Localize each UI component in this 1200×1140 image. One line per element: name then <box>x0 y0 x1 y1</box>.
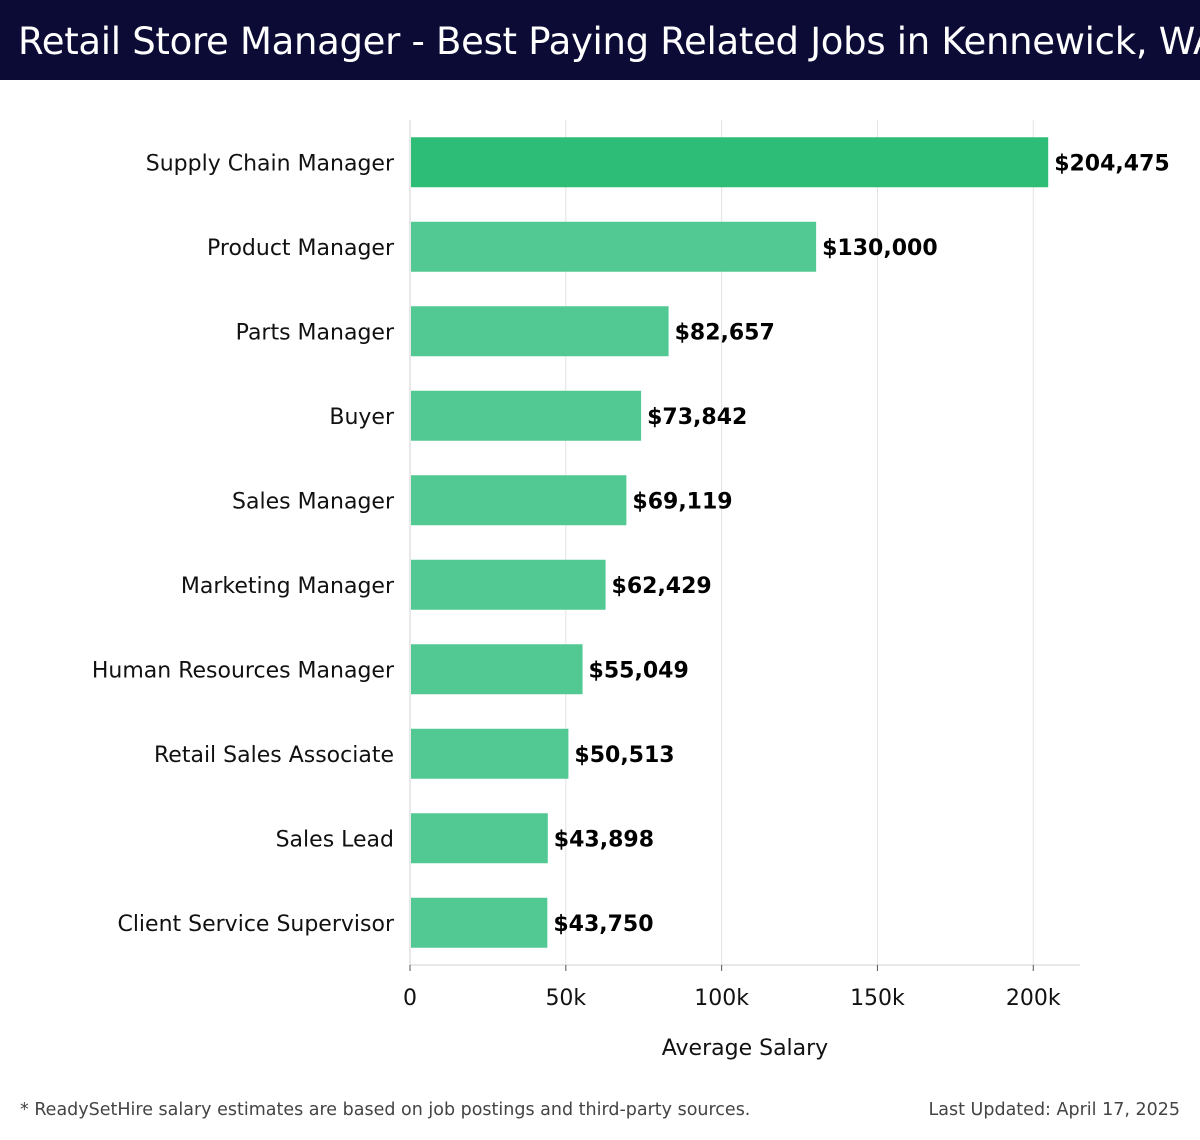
category-label-2: Parts Manager <box>236 320 395 345</box>
x-axis-label: Average Salary <box>662 1036 828 1061</box>
bar-6 <box>411 644 583 695</box>
value-label-5: $62,429 <box>612 574 712 599</box>
category-label-7: Retail Sales Associate <box>154 743 394 768</box>
bar-2 <box>411 306 669 357</box>
x-tick-label-2: 100k <box>694 986 749 1011</box>
value-label-8: $43,898 <box>554 827 654 852</box>
category-label-0: Supply Chain Manager <box>146 151 395 176</box>
x-tick-label-1: 50k <box>545 986 586 1011</box>
category-label-6: Human Resources Manager <box>92 658 395 683</box>
bar-1 <box>411 221 817 272</box>
chart-title: Retail Store Manager - Best Paying Relat… <box>18 20 1200 63</box>
value-label-2: $82,657 <box>675 320 775 345</box>
x-tick-label-4: 200k <box>1006 986 1061 1011</box>
category-label-3: Buyer <box>329 405 395 430</box>
value-label-6: $55,049 <box>589 658 689 683</box>
value-label-1: $130,000 <box>822 236 938 261</box>
value-label-7: $50,513 <box>574 743 674 768</box>
bar-3 <box>411 390 642 441</box>
category-label-5: Marketing Manager <box>181 574 395 599</box>
category-label-9: Client Service Supervisor <box>117 912 394 937</box>
value-label-3: $73,842 <box>647 405 747 430</box>
chart-header: Retail Store Manager - Best Paying Relat… <box>0 0 1200 80</box>
salary-bar-chart: 0 50k 100k 150k 200k Average Salary Supply Cha… <box>92 120 1170 1061</box>
x-tick-label-0: 0 <box>403 986 417 1011</box>
x-tick-label-3: 150k <box>850 986 905 1011</box>
value-label-9: $43,750 <box>553 912 653 937</box>
bar-7 <box>411 728 569 779</box>
value-label-0: $204,475 <box>1054 151 1170 176</box>
bar-9 <box>411 897 548 948</box>
bar-8 <box>411 813 548 864</box>
footnote: * ReadySetHire salary estimates are base… <box>20 1100 751 1120</box>
last-updated: Last Updated: April 17, 2025 <box>928 1100 1180 1120</box>
value-label-4: $69,119 <box>632 489 732 514</box>
bar-0 <box>411 137 1049 188</box>
category-label-1: Product Manager <box>207 236 395 261</box>
bar-5 <box>411 559 606 610</box>
category-label-8: Sales Lead <box>276 827 394 852</box>
bar-4 <box>411 475 627 526</box>
category-label-4: Sales Manager <box>232 489 395 514</box>
